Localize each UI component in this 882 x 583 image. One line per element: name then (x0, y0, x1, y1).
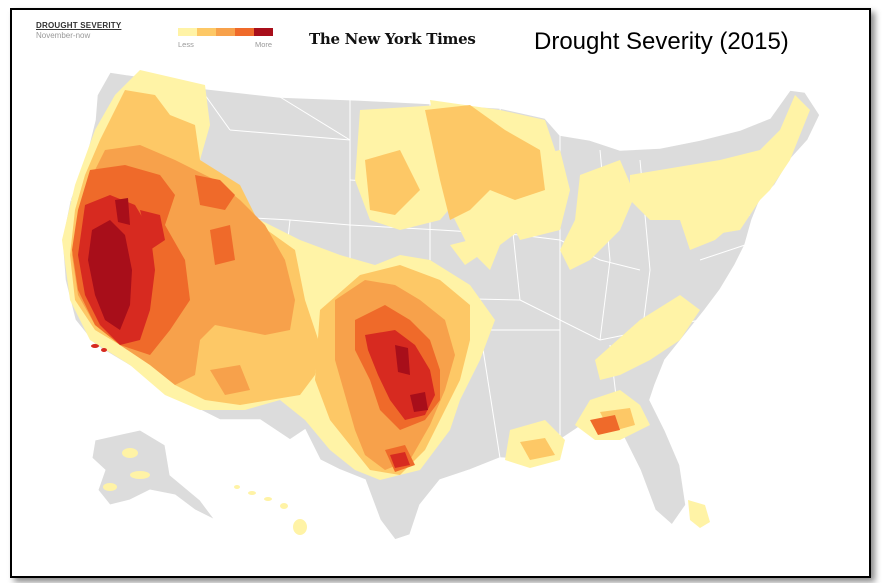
scale-swatch-2 (197, 28, 216, 36)
scale-less-label: Less (178, 40, 194, 49)
scale-more-label: More (255, 40, 273, 49)
scale-swatch-3 (216, 28, 235, 36)
scale-swatch-5 (254, 28, 273, 36)
legend-subtitle: November-now (36, 31, 91, 40)
alaska (91, 429, 216, 521)
channel-islands (91, 344, 107, 352)
map-title: Drought Severity (2015) (534, 28, 789, 55)
scale-swatch-4 (235, 28, 254, 36)
drought-level-6 (88, 198, 428, 412)
alaska-drought (103, 448, 150, 491)
hawaii (234, 485, 307, 535)
scale-swatch-1 (178, 28, 197, 36)
nyt-logo: The New York Times (309, 30, 476, 48)
severity-scale (178, 28, 273, 36)
legend-title: DROUGHT SEVERITY (36, 21, 122, 30)
